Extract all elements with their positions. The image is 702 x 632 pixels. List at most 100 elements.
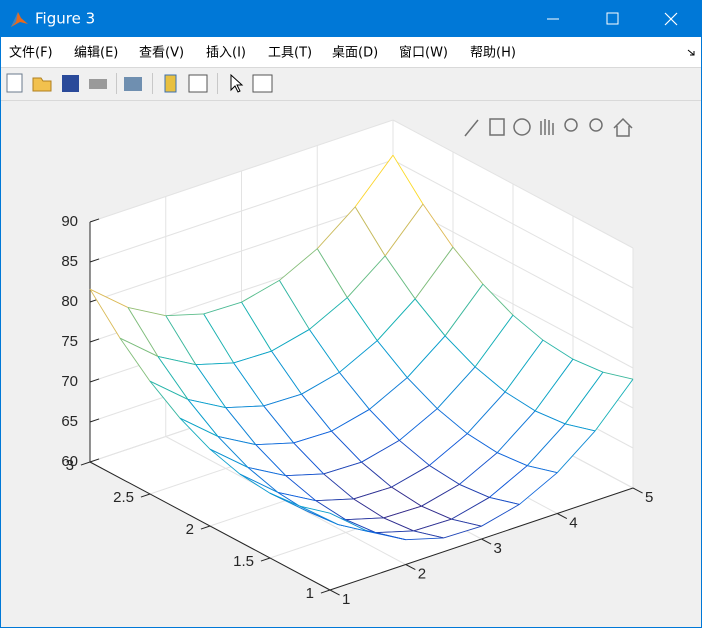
mesh-face [150,381,218,437]
mesh-edge [309,297,348,330]
mesh-face [497,410,566,466]
z-tick-label: 60 [61,453,78,470]
open-icon[interactable] [32,77,52,92]
menu-item[interactable]: 帮助(H) [470,46,516,61]
mesh-edge [406,335,446,378]
mesh-face [157,356,226,408]
mesh-face [217,436,286,476]
mesh-edge [512,314,544,341]
mesh-edge [526,423,566,466]
mesh-face [285,473,354,501]
new-icon[interactable] [6,73,23,93]
mesh-edge [165,313,204,317]
grid-line [392,119,634,249]
mesh-edge [392,154,424,205]
mesh-face [165,313,234,365]
mesh-edge [429,465,460,485]
mesh-edge [149,380,189,400]
menu-item[interactable]: 编辑(E) [74,46,118,61]
mesh-edge [602,371,634,380]
mesh-edge [315,500,346,521]
mesh-edge [293,442,324,475]
mesh-face [315,498,384,520]
mesh-face [407,335,476,409]
brush-icon[interactable] [464,119,479,137]
datatip-icon[interactable] [489,118,505,136]
x-tick-label: 5 [645,489,653,506]
legend-icon[interactable] [188,74,208,93]
close-button[interactable] [664,12,678,26]
mesh-edge [301,393,332,432]
y-tick [200,525,211,530]
mesh-edge [149,380,181,419]
mesh-edge [331,430,362,463]
mesh-edge [444,283,484,337]
mesh-edge [565,423,596,432]
mesh-edge [384,203,424,257]
rotate-icon[interactable] [513,118,531,136]
mesh-face [467,391,536,453]
menu-item[interactable]: 工具(T) [268,46,312,61]
pointer-icon[interactable] [230,73,244,93]
mesh-face [195,362,264,408]
mesh-edge [534,410,566,425]
mesh-face [317,206,386,298]
mesh-edge [354,206,386,257]
menu-bar [1,37,701,67]
mesh-edge [346,297,378,341]
mesh-edge [247,466,286,477]
menu-item[interactable]: 桌面(D) [332,46,378,61]
grid-line [392,159,634,289]
mesh-edge [399,408,438,441]
mesh-face [361,440,430,488]
colorbar-icon[interactable] [164,74,177,93]
mesh-face [421,484,490,520]
mesh-edge [436,366,476,410]
mesh-face [210,449,278,493]
mesh-face [345,517,414,533]
mesh-edge [421,484,460,507]
z-tick [89,338,100,343]
mesh-edge [413,518,452,532]
save-icon[interactable] [62,75,79,92]
maximize-button[interactable] [606,12,619,25]
mesh-face [375,530,444,540]
mesh-edge [459,483,490,498]
mesh-edge [187,398,226,409]
mesh-edge [209,448,241,475]
zoom-out-icon[interactable] [589,118,603,132]
property-icon[interactable] [252,74,273,93]
zoom-in-icon[interactable] [564,118,578,132]
mesh-edge [594,378,634,432]
mesh-edge [187,399,219,437]
mesh-edge [489,465,528,498]
mesh-edge [369,377,408,410]
mesh-edge [157,356,196,366]
menu-item[interactable]: 查看(V) [139,45,184,61]
pan-icon[interactable] [540,119,554,135]
mesh-edge [277,492,316,502]
mesh-face [415,247,483,336]
mesh-edge [443,525,482,539]
home-icon[interactable] [613,117,633,137]
print-icon[interactable] [89,79,107,89]
link-icon[interactable] [124,77,142,91]
mesh-edge [383,517,414,532]
mesh-face [383,506,452,531]
mesh-edge [353,498,384,519]
mesh-edge [413,530,444,539]
y-tick [140,493,151,498]
y-tick-label: 1.5 [233,553,254,570]
mesh-edge [375,532,406,541]
x-tick [481,538,492,545]
mesh-edge [496,410,536,454]
menu-item[interactable]: 窗口(W) [399,45,448,61]
menu-item[interactable]: 插入(I) [206,46,246,61]
menu-item[interactable]: 文件(F) [9,46,53,61]
mesh-edge [542,339,574,360]
menu-arrow[interactable] [687,49,695,56]
mesh-edge [339,340,378,373]
mesh-face [475,315,543,392]
mesh-edge [474,314,514,368]
mesh-edge [391,486,422,507]
